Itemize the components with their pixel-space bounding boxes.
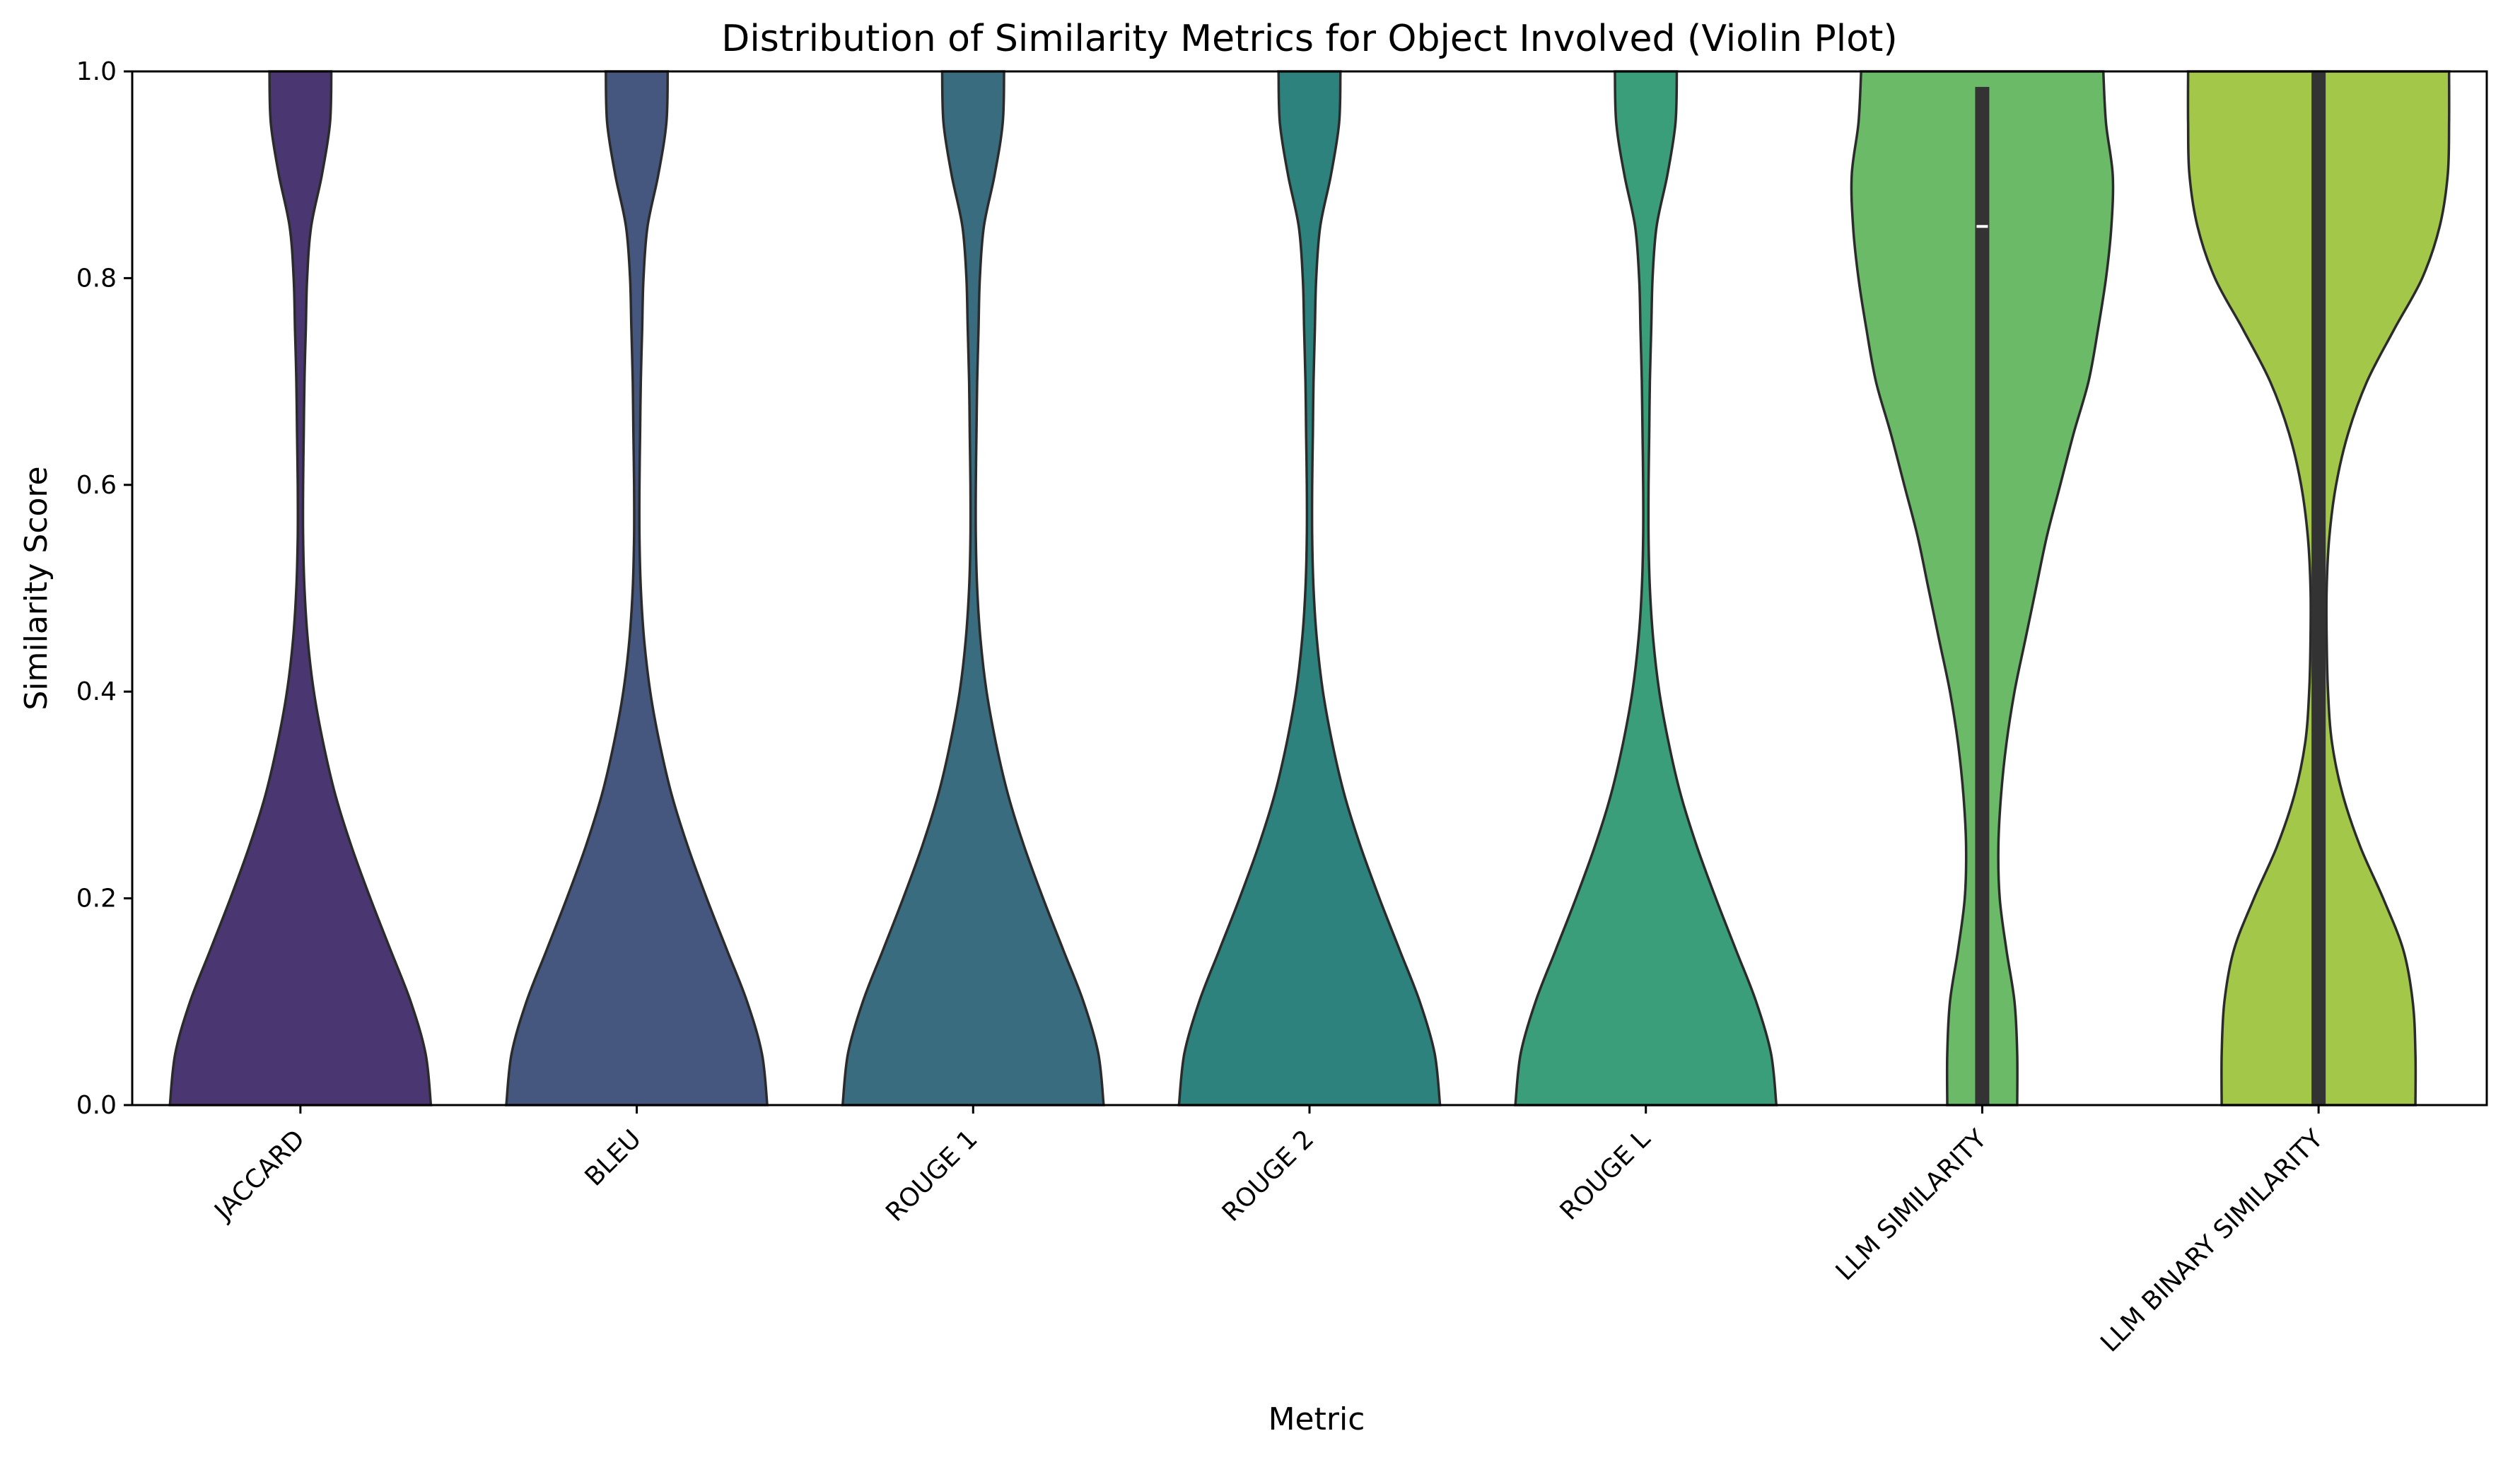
x-tick-label: ROUGE L (1555, 1124, 1656, 1225)
x-tick-label: ROUGE 2 (1217, 1124, 1319, 1227)
box-llm-similarity (1975, 86, 1990, 1105)
x-tick-label: BLEU (580, 1124, 647, 1191)
y-tick-label: 0.4 (76, 677, 117, 706)
violin-rouge-l (1514, 70, 1778, 1106)
x-axis-label: Metric (1268, 1401, 1365, 1437)
violin-rouge-2 (1177, 70, 1442, 1106)
y-tick-label: 0.0 (76, 1091, 117, 1120)
violin-bleu (505, 70, 769, 1106)
violin-rouge-1 (841, 70, 1105, 1106)
chart-title: Distribution of Similarity Metrics for O… (721, 18, 1897, 60)
y-tick-label: 0.8 (76, 264, 117, 293)
y-tick-label: 0.6 (76, 471, 117, 500)
x-tick-label: JACCARD (209, 1124, 311, 1227)
violin-jaccard (168, 70, 433, 1106)
x-tick-label: LLM BINARY SIMILARITY (2095, 1124, 2329, 1358)
box-llm-binary-similarity (2311, 71, 2326, 1105)
x-tick-label: ROUGE 1 (880, 1124, 983, 1227)
y-axis-label: Similarity Score (18, 466, 54, 710)
y-tick-label: 1.0 (76, 57, 117, 86)
y-tick-label: 0.2 (76, 884, 117, 913)
x-tick-label: LLM SIMILARITY (1831, 1124, 1993, 1287)
